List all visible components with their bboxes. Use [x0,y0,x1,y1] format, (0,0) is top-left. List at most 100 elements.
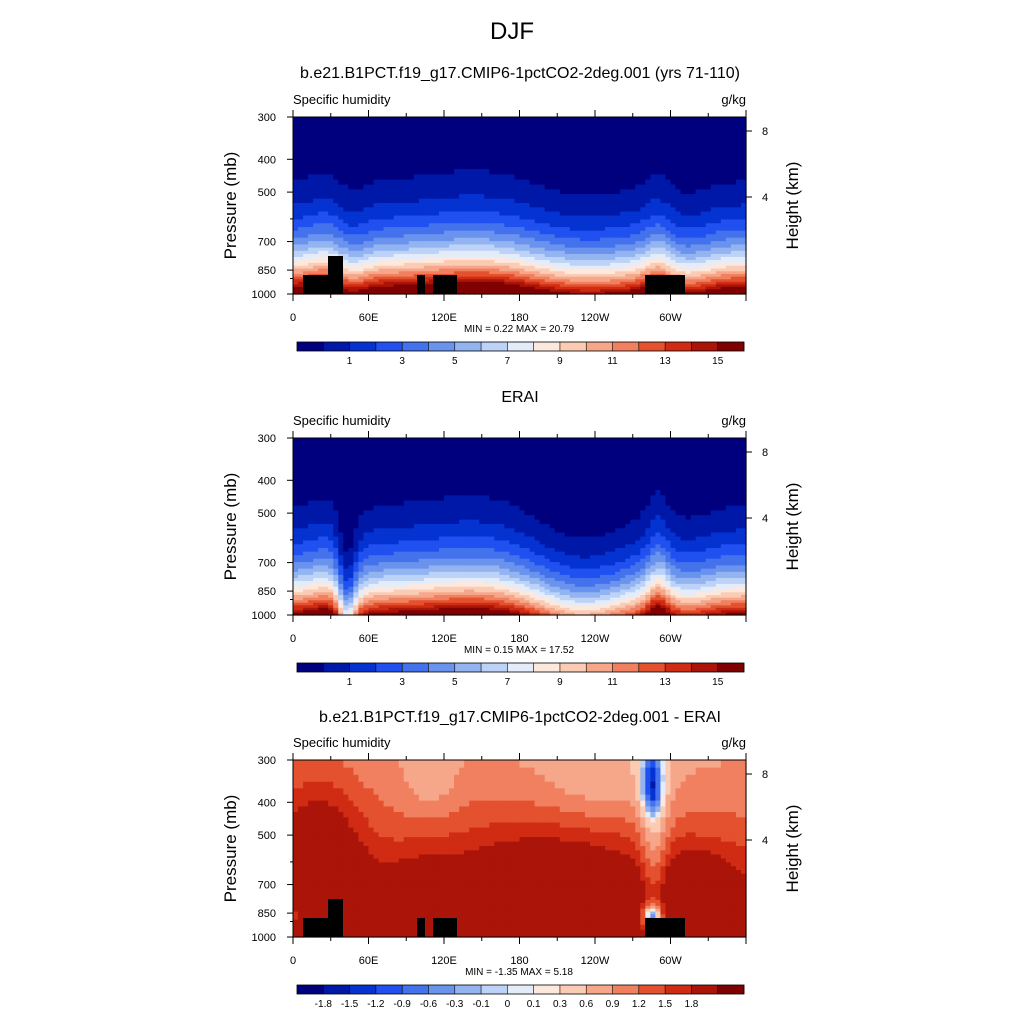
field-cell [438,211,445,217]
field-cell [479,131,485,140]
field-cell [363,612,370,616]
field-cell [403,256,410,261]
field-cell [474,227,480,232]
field-cell [564,291,571,295]
field-cell [343,571,349,576]
field-cell [544,250,551,255]
field-cell [368,234,375,239]
field-cell [298,163,304,170]
field-cell [388,273,395,278]
field-cell [393,445,400,454]
field-cell [680,219,687,224]
field-cell [293,577,299,582]
field-cell [318,510,324,516]
field-cell [303,124,309,133]
field-cell [313,565,319,570]
field-cell [338,215,344,221]
field-cell [373,607,380,611]
field-cell [469,124,475,133]
field-cell [303,524,309,529]
field-cell [433,234,440,239]
field-cell [363,262,370,267]
field-cell [393,510,400,516]
units-label: g/kg [721,92,746,107]
field-cell [388,250,395,255]
field-cell [378,284,385,288]
field-cell [428,234,435,239]
field-cell [715,244,722,249]
field-cell [413,265,420,270]
field-cell [554,281,561,285]
field-cell [459,241,465,245]
field-cell [695,247,702,252]
field-cell [474,138,480,146]
field-cell [544,237,551,242]
field-cell [720,276,727,280]
field-cell [348,273,354,278]
field-cell [308,600,314,604]
field-cell [615,157,621,165]
field-cell [509,151,516,159]
field-cell [343,597,349,601]
field-cell [444,207,450,213]
field-cell [388,289,395,293]
field-cell [293,273,299,278]
field-cell [423,256,430,261]
field-cell [740,273,747,278]
field-cell [438,262,445,267]
field-cell [333,597,339,601]
field-cell [690,184,697,190]
field-cell [383,273,390,278]
field-cell [333,466,339,474]
field-cell [388,138,395,146]
field-cell [554,241,561,245]
field-cell [333,489,339,496]
field-cell [660,268,667,272]
field-cell [690,168,697,175]
field-cell [705,230,712,235]
field-cell [469,230,475,235]
field-cell [383,558,390,563]
field-cell [635,262,641,267]
field-cell [343,610,349,614]
field-cell [665,250,672,255]
field-cell [569,184,576,190]
field-cell [469,157,475,165]
field-cell [740,163,747,170]
field-cell [353,571,360,576]
field-cell [650,163,656,170]
field-cell [615,286,621,290]
field-cell [595,265,601,270]
field-cell [479,237,485,242]
field-cell [640,138,646,146]
field-cell [298,268,304,272]
field-cell [449,237,455,242]
field-cell [358,558,365,563]
field-cell [615,203,621,208]
field-cell [680,241,687,245]
field-cell [358,571,365,576]
field-cell [499,145,505,153]
field-cell [630,265,636,270]
field-cell [484,157,490,165]
field-cell [433,131,440,140]
field-cell [343,289,349,293]
field-cell [630,145,636,153]
field-cell [338,594,344,599]
field-cell [308,583,314,588]
field-cell [655,168,662,175]
field-cell [524,207,531,213]
field-cell [393,589,400,593]
field-cell [655,203,662,208]
field-cell [323,600,329,604]
field-cell [539,291,546,295]
field-cell [438,223,445,228]
field-cell [620,271,626,275]
field-cell [735,268,742,272]
field-cell [494,145,500,153]
field-cell [690,268,697,272]
field-cell [715,281,722,285]
x-tick-label: 60W [659,312,682,324]
field-cell [353,284,360,288]
field-cell [298,117,304,126]
